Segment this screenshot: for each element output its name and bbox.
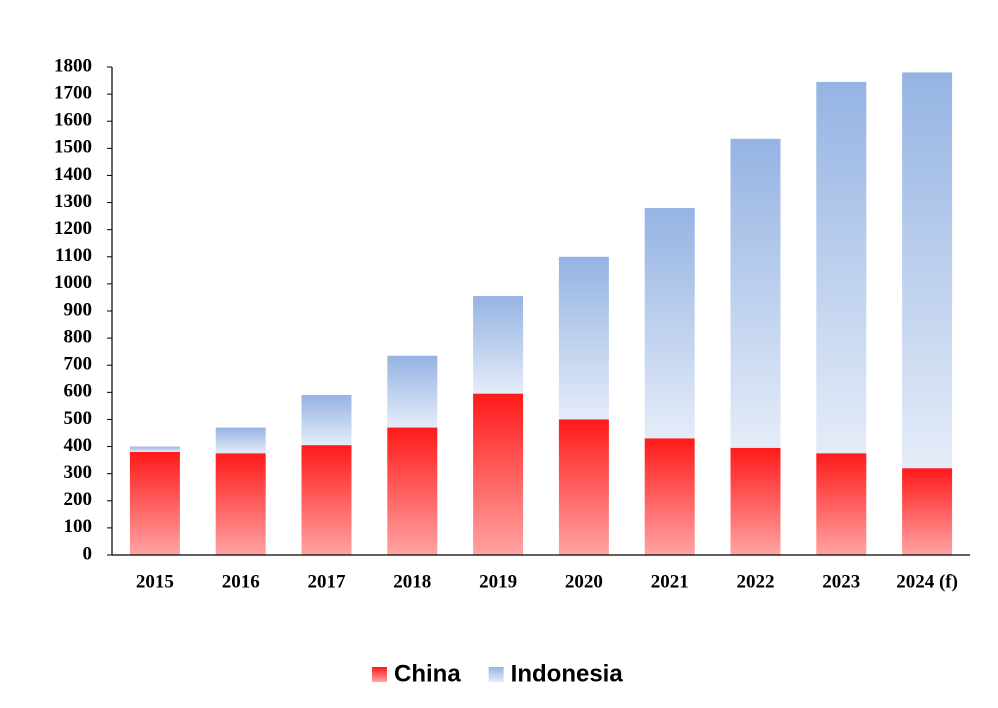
y-tick-label: 1300 xyxy=(54,191,92,212)
y-tick-label: 1700 xyxy=(54,82,92,103)
y-tick-label: 200 xyxy=(64,489,93,510)
bar-segment xyxy=(129,451,180,555)
legend-swatch xyxy=(488,667,504,682)
legend-label: China xyxy=(394,660,461,687)
x-tick-label: 2021 xyxy=(651,571,689,592)
legend-swatch xyxy=(372,667,387,682)
bar-segment xyxy=(816,81,867,454)
y-tick-label: 1000 xyxy=(54,272,92,293)
y-tick-label: 600 xyxy=(64,381,93,402)
x-tick-label: 2017 xyxy=(308,571,347,592)
x-tick-label: 2020 xyxy=(565,571,603,592)
y-tick-label: 1200 xyxy=(54,218,92,239)
y-tick-label: 1800 xyxy=(54,55,92,76)
bar-segment xyxy=(902,468,953,555)
bar-segment xyxy=(902,72,953,469)
bar-segment xyxy=(387,427,438,555)
bar-segment xyxy=(816,453,867,555)
y-tick-label: 100 xyxy=(64,516,93,537)
y-tick-label: 1600 xyxy=(54,110,92,131)
bar-segment xyxy=(215,453,266,555)
bar-segment xyxy=(301,445,352,555)
legend-label: Indonesia xyxy=(511,660,624,687)
y-tick-label: 1500 xyxy=(54,137,92,158)
x-tick-label: 2024 (f) xyxy=(896,571,958,592)
bar-segment xyxy=(730,138,781,448)
y-tick-label: 400 xyxy=(64,435,93,456)
y-tick-label: 500 xyxy=(64,408,93,429)
bar-segment xyxy=(558,256,609,420)
bar-segment xyxy=(387,355,438,428)
bar-segment xyxy=(473,393,524,555)
x-tick-label: 2016 xyxy=(222,571,260,592)
bar-segment xyxy=(644,207,695,439)
y-tick-label: 0 xyxy=(83,543,93,564)
x-tick-label: 2015 xyxy=(136,571,174,592)
bar-segment xyxy=(558,419,609,555)
bar-segment xyxy=(301,395,352,446)
y-tick-label: 1100 xyxy=(55,245,92,266)
x-tick-label: 2023 xyxy=(822,571,860,592)
bar-segment xyxy=(129,446,180,452)
x-tick-label: 2019 xyxy=(479,571,517,592)
y-tick-label: 300 xyxy=(64,462,93,483)
bar-segment xyxy=(644,438,695,555)
bar-segment xyxy=(215,427,266,454)
bar-segment xyxy=(730,447,781,555)
y-tick-label: 900 xyxy=(64,299,93,320)
y-tick-label: 1400 xyxy=(54,164,92,185)
y-tick-label: 800 xyxy=(64,326,93,347)
y-tick-label: 700 xyxy=(64,354,93,375)
x-tick-label: 2022 xyxy=(737,571,775,592)
x-tick-label: 2018 xyxy=(393,571,431,592)
bar-segment xyxy=(473,296,524,394)
